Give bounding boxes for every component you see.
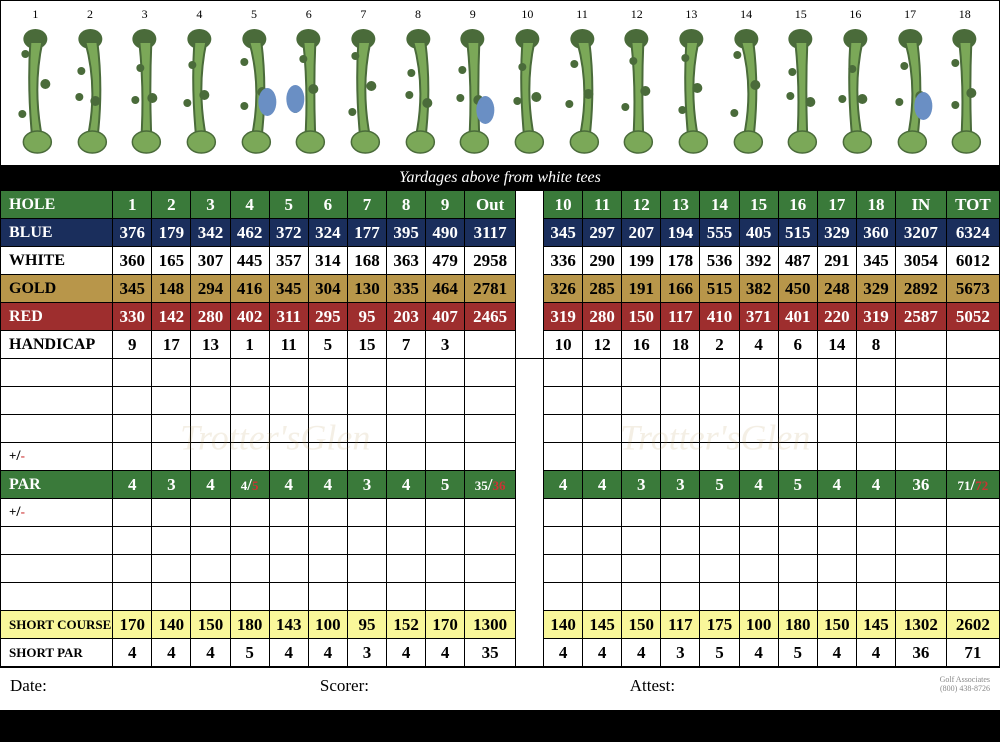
scorer-field: Scorer: [320, 676, 630, 696]
hole-map-2: 2 [64, 7, 117, 159]
yardage-caption: Yardages above from white tees [0, 166, 1000, 190]
table-row [1, 415, 1000, 443]
hole-map-18: 18 [938, 7, 991, 159]
hole-map-11: 11 [556, 7, 609, 159]
table-row: BLUE376179342462372324177395490311734529… [1, 219, 1000, 247]
hole-map-16: 16 [829, 7, 882, 159]
hole-maps-row: 1 2 3 4 5 6 [0, 0, 1000, 166]
hole-map-6: 6 [282, 7, 335, 159]
hole-map-3: 3 [118, 7, 171, 159]
table-row: GOLD345148294416345304130335464278132628… [1, 275, 1000, 303]
hole-map-5: 5 [228, 7, 281, 159]
table-row: RED3301422804023112959520340724653192801… [1, 303, 1000, 331]
footer-credit: Golf Associates(800) 438-8726 [940, 676, 990, 696]
hole-map-13: 13 [665, 7, 718, 159]
table-row: WHITE36016530744535731416836347929583362… [1, 247, 1000, 275]
hole-map-12: 12 [610, 7, 663, 159]
table-row: +/- [1, 443, 1000, 471]
hole-map-14: 14 [720, 7, 773, 159]
table-row [1, 527, 1000, 555]
footer: Date: Scorer: Attest: Golf Associates(80… [0, 667, 1000, 710]
hole-map-7: 7 [337, 7, 390, 159]
attest-field: Attest: [630, 676, 940, 696]
hole-map-1: 1 [9, 7, 62, 159]
hole-map-10: 10 [501, 7, 554, 159]
hole-map-4: 4 [173, 7, 226, 159]
table-row: SHORT COURSE1701401501801431009515217013… [1, 611, 1000, 639]
table-row [1, 359, 1000, 387]
table-row: HOLE123456789OutINITIAL10111213141516171… [1, 191, 1000, 219]
table-row: PAR4344/54434535/364433545443671/72 [1, 471, 1000, 499]
hole-map-17: 17 [884, 7, 937, 159]
date-field: Date: [10, 676, 320, 696]
table-row: SHORT PAR444544344354443545443671 [1, 639, 1000, 667]
table-row: HANDICAP917131115157310121618246148 [1, 331, 1000, 359]
table-row [1, 387, 1000, 415]
hole-map-8: 8 [392, 7, 445, 159]
hole-map-9: 9 [446, 7, 499, 159]
table-row [1, 583, 1000, 611]
scorecard-container: 1 2 3 4 5 6 [0, 0, 1000, 710]
scorecard-table: HOLE123456789OutINITIAL10111213141516171… [0, 190, 1000, 667]
hole-map-15: 15 [774, 7, 827, 159]
table-row [1, 555, 1000, 583]
table-row: +/- [1, 499, 1000, 527]
initial-column: INITIAL [516, 191, 544, 359]
